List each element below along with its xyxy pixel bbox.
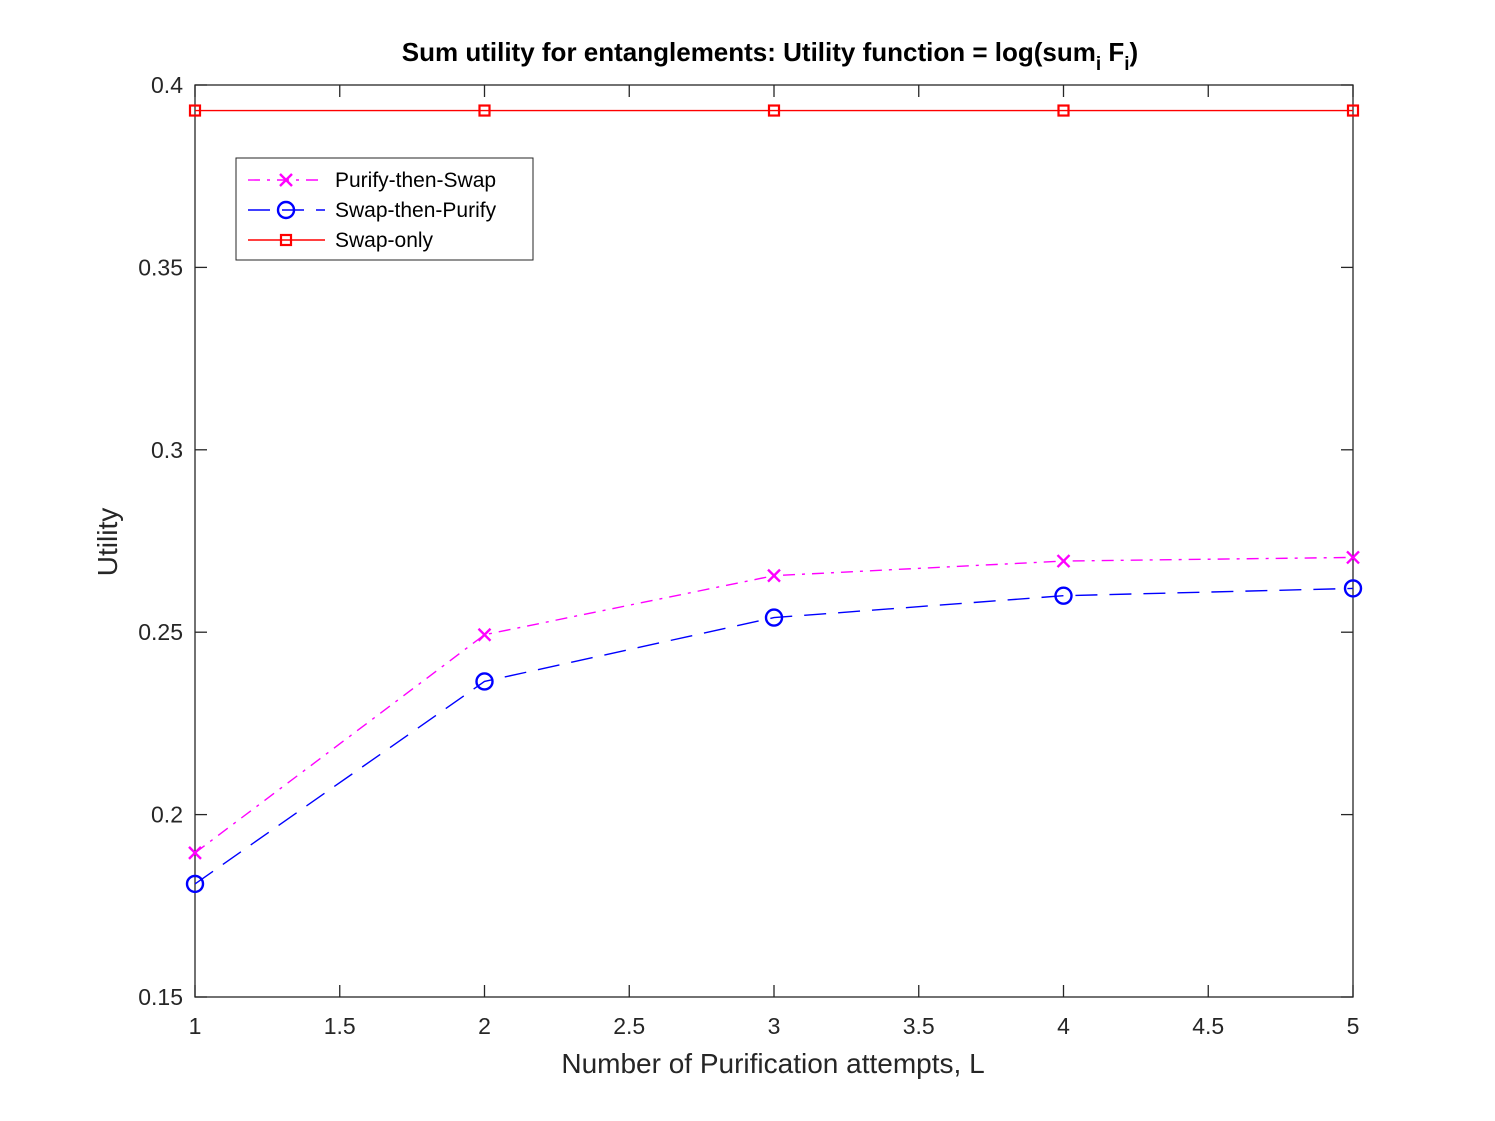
- data-point-marker: [188, 846, 202, 860]
- y-tick-label: 0.25: [138, 619, 183, 645]
- x-tick-label: 2.5: [613, 1013, 645, 1039]
- data-point-marker: [1346, 550, 1360, 565]
- x-tick-label: 4: [1057, 1013, 1070, 1039]
- legend-box: [235, 157, 534, 261]
- legend-marker: [276, 200, 296, 220]
- data-series: [185, 104, 1363, 894]
- legend-label: Swap-only: [335, 229, 434, 252]
- data-point-marker: [1056, 554, 1071, 568]
- x-tick-label: 4.5: [1192, 1013, 1224, 1039]
- x-tick-label: 2: [478, 1013, 491, 1039]
- data-point-marker: [188, 104, 202, 117]
- legend-entry: Swap-only: [248, 229, 434, 252]
- data-point-marker: [475, 672, 494, 691]
- x-axis-label: Number of Purification attempts, L: [561, 1048, 984, 1079]
- chart-title: Sum utility for entanglements: Utility f…: [402, 37, 1138, 75]
- data-point-marker: [1343, 579, 1363, 598]
- data-point-marker: [767, 104, 781, 117]
- series-swap-then-purify: [185, 579, 1363, 894]
- data-point-marker: [477, 627, 492, 642]
- data-point-marker: [478, 104, 491, 117]
- y-axis-label: Utility: [92, 508, 123, 576]
- legend-label: Swap-then-Purify: [335, 199, 497, 222]
- x-tick-label: 1: [189, 1013, 202, 1039]
- legend: Purify-then-Swap Swap-then-Purify Swap-onl…: [235, 157, 534, 261]
- y-tick-label: 0.4: [151, 72, 183, 98]
- legend-entries: Purify-then-Swap Swap-then-Purify Swap-onl…: [248, 169, 497, 252]
- y-tick-label: 0.15: [138, 984, 183, 1010]
- series-line: [194, 587, 1354, 885]
- x-tick-label: 3: [768, 1013, 781, 1039]
- data-point-marker: [767, 568, 781, 583]
- x-tick-label: 5: [1347, 1013, 1360, 1039]
- series-purify-then-swap: [188, 550, 1360, 860]
- series-swap-only: [188, 104, 1360, 117]
- y-tick-label: 0.2: [151, 802, 183, 828]
- legend-marker: [279, 233, 293, 247]
- x-tick-label: 3.5: [903, 1013, 935, 1039]
- data-point-marker: [1346, 104, 1360, 117]
- legend-entry: Purify-then-Swap: [248, 169, 496, 192]
- x-tick-label: 1.5: [324, 1013, 356, 1039]
- data-point-marker: [185, 874, 205, 894]
- data-point-marker: [1054, 586, 1073, 605]
- axis-ticks: 1 1.5 2 2.5 3 3.5 4 4.5 5 0.15 0.2 0.25 0.3 0.35 0.4: [138, 72, 1359, 1039]
- data-point-marker: [1057, 104, 1070, 117]
- legend-marker: [279, 173, 293, 187]
- legend-entry: Swap-then-Purify: [248, 199, 497, 222]
- y-tick-label: 0.3: [151, 437, 183, 463]
- y-tick-label: 0.35: [138, 254, 183, 280]
- data-point-marker: [764, 608, 784, 627]
- legend-label: Purify-then-Swap: [335, 169, 496, 192]
